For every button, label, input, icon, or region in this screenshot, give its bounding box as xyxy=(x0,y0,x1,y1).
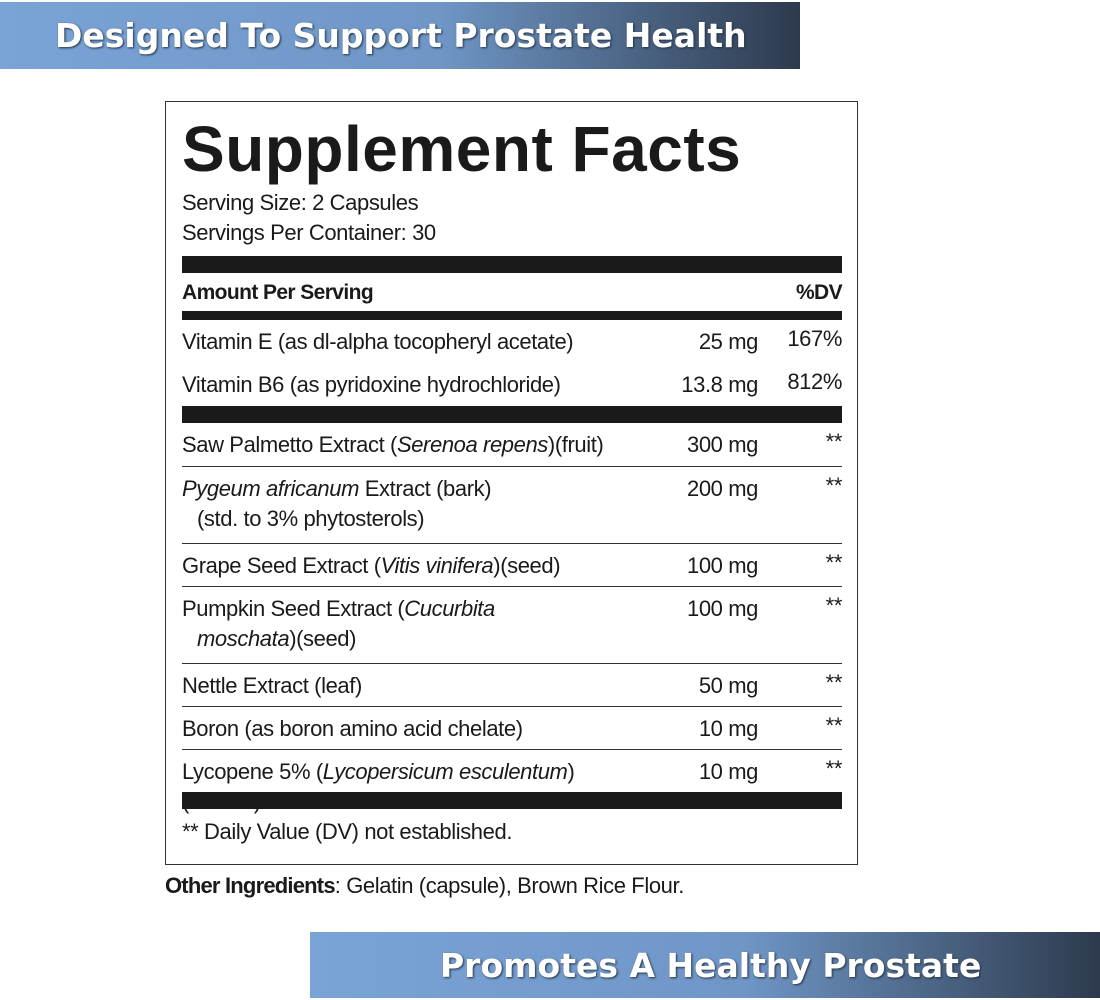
divider xyxy=(182,406,842,423)
ingredient-name: Grape Seed Extract (Vitis vinifera)(seed… xyxy=(182,544,638,586)
ingredient-name: Saw Palmetto Extract (Serenoa repens)(fr… xyxy=(182,423,638,466)
daily-value: ** xyxy=(825,593,843,618)
daily-value: ** xyxy=(825,429,843,454)
daily-value: ** xyxy=(825,473,843,498)
name-part: Pygeum africanum xyxy=(182,476,360,501)
name-line: Boron (as boron amino acid chelate) xyxy=(182,714,638,744)
ingredient-row: Grape Seed Extract (Vitis vinifera)(seed… xyxy=(182,543,842,586)
name-part: Vitamin B6 (as pyridoxine hydrochloride) xyxy=(182,372,561,397)
footnote: ** Daily Value (DV) not established. xyxy=(182,819,513,844)
name-part: )(fruit) xyxy=(547,432,604,457)
top-banner: Designed To Support Prostate Health xyxy=(0,2,800,69)
amount: 100 mg xyxy=(687,553,758,578)
bottom-banner: Promotes A Healthy Prostate xyxy=(310,932,1100,998)
name-part: Nettle Extract (leaf) xyxy=(182,673,362,698)
name-line: Pumpkin Seed Extract (Cucurbita xyxy=(182,594,638,624)
name-line: Pygeum africanum Extract (bark) xyxy=(182,474,638,504)
amount: 25 mg xyxy=(698,329,759,354)
panel-title: Supplement Facts xyxy=(182,113,742,185)
name-part: Vitamin E (as dl-alpha tocopheryl acetat… xyxy=(182,329,574,354)
ingredient-name: Vitamin E (as dl-alpha tocopheryl acetat… xyxy=(182,320,638,363)
name-part: Pumpkin Seed Extract ( xyxy=(182,596,405,621)
amount: 300 mg xyxy=(687,432,758,457)
daily-value: 812% xyxy=(787,369,842,394)
name-part: Extract (bark) xyxy=(359,476,492,501)
ingredient-row: Vitamin E (as dl-alpha tocopheryl acetat… xyxy=(182,320,842,363)
name-line: Grape Seed Extract (Vitis vinifera)(seed… xyxy=(182,551,638,581)
supplement-facts-panel: Supplement Facts Serving Size: 2 Capsule… xyxy=(165,101,858,865)
name-line: Vitamin E (as dl-alpha tocopheryl acetat… xyxy=(182,327,638,357)
table-header: Amount Per Serving %DV xyxy=(182,273,843,311)
name-line: Nettle Extract (leaf) xyxy=(182,671,638,701)
daily-value: ** xyxy=(825,713,843,738)
name-part: )(seed) xyxy=(493,553,561,578)
divider xyxy=(182,792,842,809)
amount: 50 mg xyxy=(698,673,759,698)
ingredient-row: Nettle Extract (leaf) 50 mg ** xyxy=(182,663,842,706)
other-ingredients: Other Ingredients: Gelatin (capsule), Br… xyxy=(165,873,684,899)
divider xyxy=(182,311,842,320)
other-ingredients-text: : Gelatin (capsule), Brown Rice Flour. xyxy=(334,873,685,898)
name-part: (std. to 3% phytosterols) xyxy=(197,506,425,531)
other-ingredients-label: Other Ingredients xyxy=(165,873,336,898)
amount: 100 mg xyxy=(687,596,758,621)
divider xyxy=(182,256,842,273)
ingredient-row: Pygeum africanum Extract (bark) (std. to … xyxy=(182,466,842,543)
amount: 200 mg xyxy=(687,476,758,501)
ingredient-row: Lycopene 5% (Lycopersicum esculentum)(to… xyxy=(182,749,843,814)
name-part: moschata xyxy=(197,626,290,651)
servings-per-container: Servings Per Container: 30 xyxy=(182,220,436,245)
amount-header: Amount Per Serving xyxy=(182,281,374,304)
name-line: Vitamin B6 (as pyridoxine hydrochloride) xyxy=(182,370,638,400)
ingredient-row: Vitamin B6 (as pyridoxine hydrochloride)… xyxy=(182,363,842,406)
name-line: (std. to 3% phytosterols) xyxy=(182,504,638,534)
ingredient-name: Lycopene 5% (Lycopersicum esculentum)(to… xyxy=(182,750,638,814)
ingredient-name: Pumpkin Seed Extract (Cucurbita moschata)… xyxy=(182,587,638,663)
name-part: Vitis vinifera xyxy=(380,553,494,578)
serving-size: Serving Size: 2 Capsules xyxy=(182,190,419,215)
dv-header: %DV xyxy=(795,281,843,304)
daily-value: ** xyxy=(825,670,843,695)
name-part: )(seed) xyxy=(289,626,357,651)
ingredient-name: Nettle Extract (leaf) xyxy=(182,664,638,706)
ingredient-row: Boron (as boron amino acid chelate) 10 mg… xyxy=(182,706,842,749)
ingredient-name: Pygeum africanum Extract (bark) (std. to … xyxy=(182,467,638,543)
amount: 10 mg xyxy=(698,759,759,784)
ingredient-row: Pumpkin Seed Extract (Cucurbita moschata)… xyxy=(182,586,842,663)
name-line: moschata)(seed) xyxy=(182,624,638,654)
amount: 13.8 mg xyxy=(681,372,758,397)
name-part: Lycopersicum esculentum xyxy=(322,759,568,784)
ingredient-name: Vitamin B6 (as pyridoxine hydrochloride) xyxy=(182,363,638,406)
ingredient-name: Boron (as boron amino acid chelate) xyxy=(182,707,638,749)
name-part: Boron (as boron amino acid chelate) xyxy=(182,716,523,741)
name-part: Cucurbita xyxy=(404,596,495,621)
daily-value: 167% xyxy=(787,326,842,351)
ingredient-table: Vitamin E (as dl-alpha tocopheryl acetat… xyxy=(182,320,843,814)
name-part: )(tomato) xyxy=(182,759,575,814)
name-part: Saw Palmetto Extract ( xyxy=(182,432,397,457)
name-line: Lycopene 5% (Lycopersicum esculentum)(to… xyxy=(182,757,638,817)
name-line: Saw Palmetto Extract (Serenoa repens)(fr… xyxy=(182,430,638,460)
daily-value: ** xyxy=(825,550,843,575)
name-part: Lycopene 5% ( xyxy=(182,759,323,784)
name-part: Grape Seed Extract ( xyxy=(182,553,381,578)
daily-value: ** xyxy=(825,756,843,781)
name-part: Serenoa repens xyxy=(396,432,548,457)
ingredient-row: Saw Palmetto Extract (Serenoa repens)(fr… xyxy=(182,423,842,466)
amount: 10 mg xyxy=(698,716,759,741)
